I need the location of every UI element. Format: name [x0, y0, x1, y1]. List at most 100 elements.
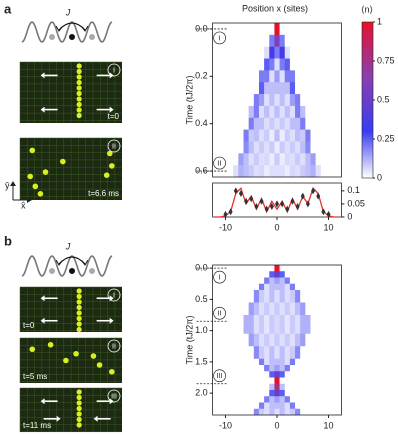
heatmap-cell	[290, 130, 295, 142]
heatmap-cell	[295, 153, 300, 165]
heatmap-cell	[223, 328, 228, 335]
heatmap-cell	[218, 403, 223, 410]
heatmap-cell	[259, 328, 264, 335]
heatmap-cell	[321, 130, 326, 142]
heatmap-cell	[280, 70, 285, 82]
heatmap-cell	[254, 365, 259, 372]
x-tick-label: -10	[219, 420, 232, 430]
heatmap-cell	[238, 365, 243, 372]
heatmap-cell	[264, 371, 269, 378]
heatmap-cell	[264, 359, 269, 366]
heatmap-cell	[300, 70, 305, 82]
heatmap-cell	[280, 23, 285, 35]
heatmap-cell	[228, 141, 233, 153]
heatmap-cell	[233, 106, 238, 118]
heatmap-cell	[280, 271, 285, 278]
heatmap-cell	[295, 106, 300, 118]
hop-label: J	[65, 241, 71, 251]
heatmap-cell	[269, 353, 274, 360]
heatmap-cell	[331, 328, 336, 335]
heatmap-cell	[254, 35, 259, 47]
heatmap-cell	[244, 396, 249, 403]
heatmap-cell	[213, 59, 218, 71]
heatmap-cell	[336, 290, 341, 297]
heatmap-cell	[300, 346, 305, 353]
heatmap-cell	[305, 321, 310, 328]
heatmap-cell	[305, 94, 310, 106]
heatmap-cell	[316, 118, 321, 130]
heatmap-cell	[223, 82, 228, 94]
heatmap-cell	[249, 296, 254, 303]
heatmap-cell	[218, 141, 223, 153]
heatmap-cell	[269, 315, 274, 322]
heatmap-cell	[336, 309, 341, 316]
heatmap-cell	[305, 59, 310, 71]
heatmap-cell	[331, 118, 336, 130]
heatmap-cell	[269, 265, 274, 272]
heatmap-cell	[218, 106, 223, 118]
heatmap-cell	[244, 118, 249, 130]
heatmap-cell	[336, 296, 341, 303]
heatmap-cell	[305, 271, 310, 278]
heatmap-cell	[290, 284, 295, 291]
heatmap-cell	[316, 278, 321, 285]
heatmap-cell	[285, 346, 290, 353]
heatmap-cell	[295, 35, 300, 47]
heatmap-cell	[331, 409, 336, 416]
heatmap-cell	[244, 334, 249, 341]
heatmap-cell	[259, 309, 264, 316]
heatmap-cell	[233, 378, 238, 385]
heatmap-cell	[285, 153, 290, 165]
heatmap-cell	[244, 384, 249, 391]
heatmap-cell	[228, 35, 233, 47]
heatmap-cell	[228, 315, 233, 322]
heatmap-cell	[285, 290, 290, 297]
heatmap-cell	[290, 106, 295, 118]
heatmap-cell	[233, 321, 238, 328]
atom	[89, 34, 95, 40]
heatmap-cell	[321, 359, 326, 366]
heatmap-cell	[228, 47, 233, 59]
panel-label: b	[4, 233, 12, 248]
heatmap-cell	[285, 334, 290, 341]
heatmap-cell	[331, 390, 336, 397]
heatmap-cell	[274, 390, 279, 397]
heatmap-cell	[254, 153, 259, 165]
heatmap-cell	[305, 23, 310, 35]
heatmap-cell	[249, 153, 254, 165]
axis-label: x̂	[21, 200, 26, 210]
heatmap-cell	[310, 384, 315, 391]
heatmap-cell	[295, 130, 300, 142]
heatmap-cell	[274, 384, 279, 391]
heatmap-cell	[249, 321, 254, 328]
heatmap-cell	[336, 59, 341, 71]
heatmap-cell	[249, 70, 254, 82]
heatmap-cell	[249, 371, 254, 378]
heatmap-cell	[326, 353, 331, 360]
heatmap-cell	[336, 396, 341, 403]
heatmap-cell	[295, 141, 300, 153]
heatmap-cell	[326, 390, 331, 397]
heatmap-cell	[264, 334, 269, 341]
heatmap-cell	[218, 284, 223, 291]
heatmap-cell	[326, 346, 331, 353]
heatmap-cell	[295, 70, 300, 82]
heatmap-cell	[249, 378, 254, 385]
heatmap-cell	[244, 321, 249, 328]
heatmap-cell	[331, 296, 336, 303]
heatmap-cell	[228, 271, 233, 278]
heatmap-cell	[321, 284, 326, 291]
heatmap-cell	[336, 106, 341, 118]
heatmap-cell	[285, 365, 290, 372]
heatmap-cell	[331, 59, 336, 71]
heatmap-cell	[228, 334, 233, 341]
heatmap-cell	[269, 47, 274, 59]
heatmap-cell	[233, 359, 238, 366]
heatmap-cell	[223, 321, 228, 328]
heatmap-cell	[233, 141, 238, 153]
heatmap-cell	[285, 340, 290, 347]
heatmap-cell	[238, 409, 243, 416]
heatmap-cell	[305, 70, 310, 82]
heatmap-cell	[238, 70, 243, 82]
heatmap-cell	[274, 59, 279, 71]
